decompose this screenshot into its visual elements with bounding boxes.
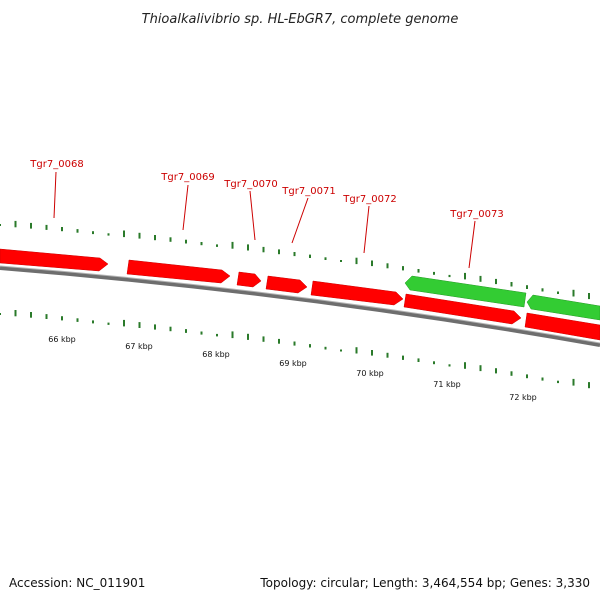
gene-feature[interactable] <box>126 259 231 284</box>
gene-leader-line <box>291 197 309 244</box>
scale-label: 66 kbp <box>48 335 76 344</box>
gene-feature[interactable] <box>404 275 527 308</box>
backbone-circle <box>0 265 600 347</box>
gene-feature[interactable] <box>236 271 262 288</box>
gene-leader-line <box>182 184 189 231</box>
gene-label[interactable]: Tgr7_0071 <box>281 186 335 197</box>
gene-label[interactable]: Tgr7_0070 <box>223 179 277 190</box>
gene-feature[interactable] <box>524 312 600 341</box>
gene-labels: Tgr7_0068 Tgr7_0069 Tgr7_0070 Tgr7_0071 Tgr7… <box>29 159 504 269</box>
gene-label[interactable]: Tgr7_0068 <box>29 159 83 170</box>
gene-features <box>0 248 600 341</box>
gene-feature[interactable] <box>526 294 600 321</box>
scale-label: 71 kbp <box>433 380 461 389</box>
gene-feature[interactable] <box>265 275 308 294</box>
scale-label: 72 kbp <box>509 393 537 402</box>
scale-label: 68 kbp <box>202 350 230 359</box>
gene-leader-line <box>363 205 370 254</box>
gene-feature[interactable] <box>310 280 404 306</box>
scale-label: 70 kbp <box>356 369 384 378</box>
accession-label: Accession: NC_011901 <box>9 576 145 590</box>
gene-leader-line <box>53 171 57 219</box>
scale-label: 69 kbp <box>279 359 307 368</box>
map-title: Thioalkalivibrio sp. HL-EbGR7, complete … <box>142 12 459 27</box>
genome-summary: Topology: circular; Length: 3,464,554 bp… <box>259 576 590 590</box>
gene-feature[interactable] <box>0 248 109 272</box>
gene-feature[interactable] <box>403 293 522 325</box>
gene-label[interactable]: Tgr7_0069 <box>160 172 214 183</box>
scale-labels: 66 kbp 67 kbp 68 kbp 69 kbp 70 kbp 71 kbp 72 k… <box>48 335 537 402</box>
gene-leader-line <box>468 220 476 269</box>
gene-leader-line <box>249 190 256 241</box>
gene-label[interactable]: Tgr7_0073 <box>449 209 503 220</box>
scale-label: 67 kbp <box>125 342 153 351</box>
gene-label[interactable]: Tgr7_0072 <box>342 194 396 205</box>
gc-tick-marks <box>0 220 590 389</box>
